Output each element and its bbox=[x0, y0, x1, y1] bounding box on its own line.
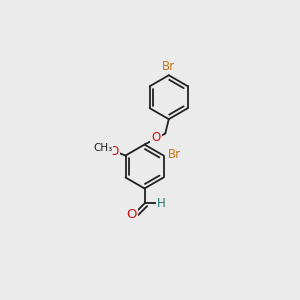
Text: O: O bbox=[126, 208, 136, 221]
Text: H: H bbox=[157, 197, 166, 210]
Text: CH₃: CH₃ bbox=[93, 143, 112, 153]
Text: O: O bbox=[110, 145, 119, 158]
Text: O: O bbox=[152, 131, 161, 144]
Text: Br: Br bbox=[168, 148, 181, 161]
Text: Br: Br bbox=[162, 60, 175, 73]
